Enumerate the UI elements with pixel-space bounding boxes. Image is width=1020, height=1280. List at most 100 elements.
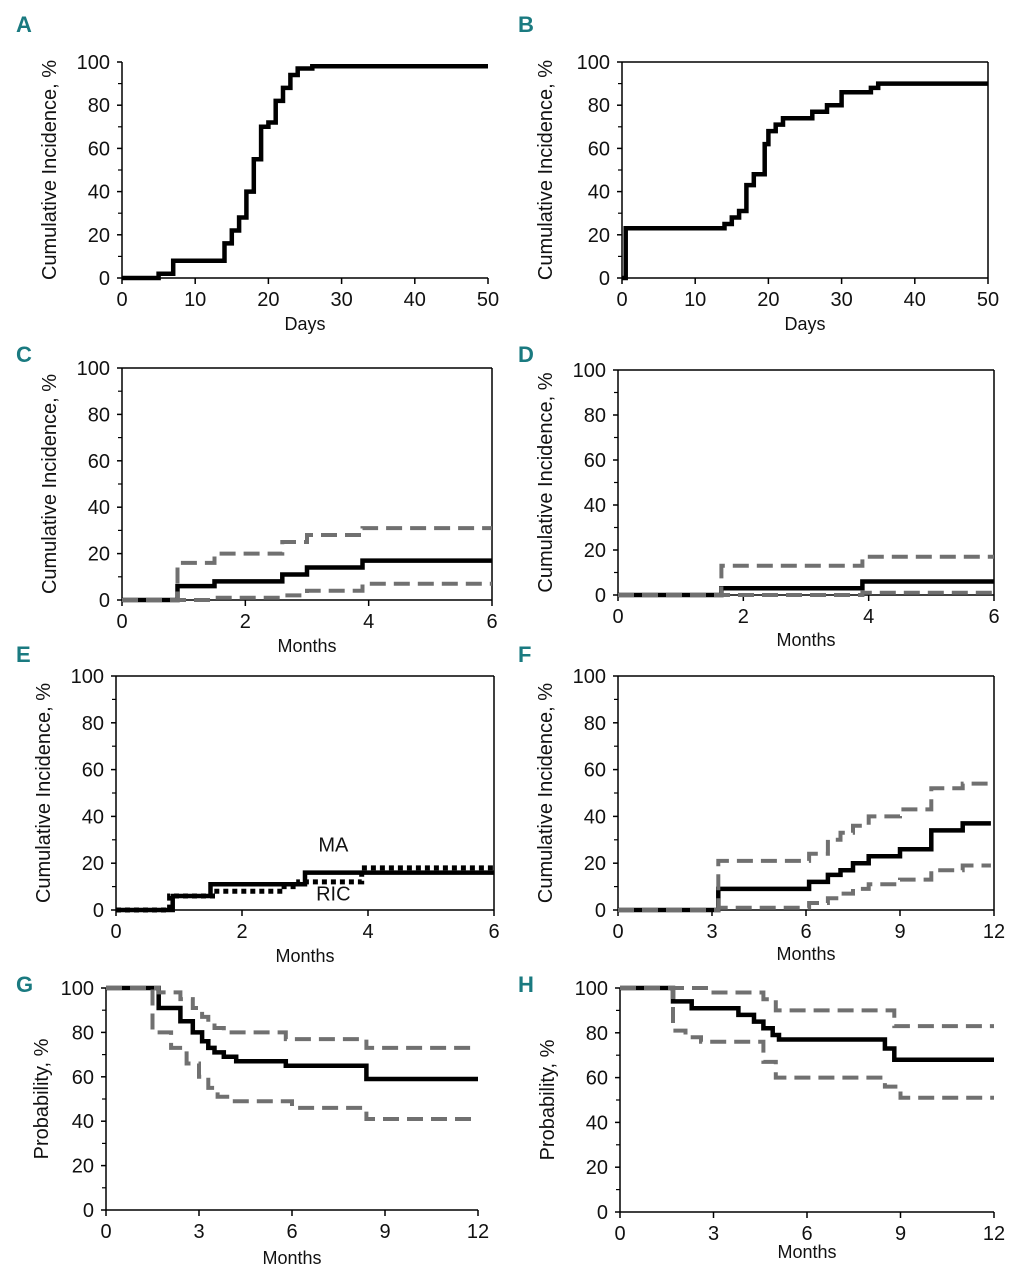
y-axis-label: Cumulative Incidence, % <box>535 372 557 592</box>
y-tick-label: 20 <box>588 225 610 247</box>
series-line-upper-95-ci <box>106 986 478 1050</box>
y-tick-label: 40 <box>588 182 610 204</box>
series-line-ric <box>116 865 494 913</box>
y-tick-label: 60 <box>72 1067 94 1089</box>
x-axis-label: Months <box>777 1242 836 1262</box>
y-tick-label: 40 <box>88 497 110 519</box>
x-tick-label: 12 <box>983 1223 1005 1245</box>
panel-letter: F <box>518 642 531 667</box>
y-tick-label: 20 <box>88 544 110 566</box>
y-tick-label: 0 <box>595 900 606 922</box>
panel-d: D 0 20 40 60 80 100 0 2 4 6 Months Cumulative Incide… <box>518 342 1000 650</box>
y-tick-label: 100 <box>71 666 104 688</box>
panel-letter: G <box>16 972 33 997</box>
y-tick-label: 100 <box>573 666 606 688</box>
y-tick-label: 20 <box>584 853 606 875</box>
series-line-cumulative-incidence <box>622 81 988 281</box>
x-tick-label: 0 <box>116 289 127 311</box>
x-tick-label: 9 <box>379 1221 390 1243</box>
y-axis-label: Probability, % <box>31 1038 53 1159</box>
y-tick-label: 80 <box>586 1023 608 1045</box>
y-tick-label: 60 <box>584 450 606 472</box>
panel-letter: E <box>16 642 31 667</box>
x-tick-label: 50 <box>477 289 499 311</box>
y-tick-label: 80 <box>588 95 610 117</box>
y-tick-label: 0 <box>99 590 110 612</box>
y-tick-label: 20 <box>586 1157 608 1179</box>
y-axis-label: Cumulative Incidence, % <box>39 60 61 280</box>
y-tick-label: 60 <box>586 1068 608 1090</box>
y-tick-label: 20 <box>88 225 110 247</box>
series-line-estimate <box>106 985 478 1082</box>
y-tick-label: 0 <box>99 268 110 290</box>
series-line-ma <box>116 870 494 913</box>
series-line-upper-95-ci <box>122 526 492 602</box>
x-tick-label: 3 <box>708 1223 719 1245</box>
series-line-lower-95-ci <box>620 986 994 1100</box>
y-axis-label: Probability, % <box>537 1039 559 1160</box>
y-axis-label: Cumulative Incidence, % <box>39 374 61 594</box>
panel-b: B 0 20 40 60 80 100 0 10 20 30 40 50 Days Cumulative I… <box>518 12 999 334</box>
panel-f: F 0 20 40 60 80 100 0 3 6 9 12 Months Cumulative Inci… <box>518 642 1005 964</box>
y-tick-label: 80 <box>72 1022 94 1044</box>
panel-letter: A <box>16 12 32 37</box>
panel-a: A 0 20 40 60 80 100 0 10 20 30 40 50 Days Cumulative I… <box>16 12 499 334</box>
panel-e: E 0 20 40 60 80 100 0 2 4 6 Months Cumulative Incide… <box>16 642 500 966</box>
annotation-ric: RIC <box>316 884 350 906</box>
series-line-lower-95-ci <box>618 590 994 597</box>
x-tick-label: 10 <box>184 289 206 311</box>
x-tick-label: 12 <box>467 1221 489 1243</box>
y-tick-label: 80 <box>82 713 104 735</box>
x-tick-label: 9 <box>895 1223 906 1245</box>
x-tick-label: 9 <box>894 921 905 943</box>
x-axis-label: Months <box>262 1248 321 1268</box>
x-tick-label: 0 <box>616 289 627 311</box>
x-axis-label: Days <box>784 314 825 334</box>
y-tick-label: 80 <box>88 404 110 426</box>
y-tick-label: 60 <box>88 451 110 473</box>
x-tick-label: 0 <box>612 921 623 943</box>
x-tick-label: 0 <box>110 921 121 943</box>
y-tick-label: 40 <box>584 495 606 517</box>
y-tick-label: 60 <box>588 138 610 160</box>
x-tick-label: 40 <box>404 289 426 311</box>
series-line-upper-95-ci <box>620 986 994 1029</box>
x-axis-label: Months <box>776 944 835 964</box>
x-tick-label: 6 <box>800 921 811 943</box>
y-axis-label: Cumulative Incidence, % <box>33 683 55 903</box>
y-tick-label: 40 <box>72 1111 94 1133</box>
series-line-estimate <box>618 821 991 913</box>
y-tick-label: 100 <box>61 978 94 1000</box>
y-tick-label: 80 <box>88 95 110 117</box>
y-tick-label: 40 <box>88 182 110 204</box>
x-tick-label: 4 <box>863 606 874 628</box>
x-tick-label: 0 <box>614 1223 625 1245</box>
y-axis-label: Cumulative Incidence, % <box>535 60 557 280</box>
y-tick-label: 0 <box>83 1200 94 1222</box>
x-tick-label: 20 <box>757 289 779 311</box>
y-tick-label: 60 <box>82 760 104 782</box>
y-tick-label: 0 <box>595 585 606 607</box>
x-tick-label: 4 <box>363 611 374 633</box>
y-tick-label: 0 <box>93 900 104 922</box>
x-tick-label: 30 <box>830 289 852 311</box>
series-line-estimate <box>620 985 994 1062</box>
y-tick-label: 100 <box>577 52 610 74</box>
x-axis-label: Months <box>776 630 835 650</box>
x-tick-label: 30 <box>330 289 352 311</box>
y-tick-label: 100 <box>573 360 606 382</box>
series-line-cumulative-incidence <box>122 64 488 281</box>
x-axis-label: Months <box>275 946 334 966</box>
panel-letter: C <box>16 342 32 367</box>
x-tick-label: 0 <box>100 1221 111 1243</box>
x-tick-label: 12 <box>983 921 1005 943</box>
x-tick-label: 6 <box>488 921 499 943</box>
x-tick-label: 6 <box>988 606 999 628</box>
x-tick-label: 6 <box>486 611 497 633</box>
x-tick-label: 6 <box>286 1221 297 1243</box>
y-tick-label: 20 <box>72 1156 94 1178</box>
series-line-lower-95-ci <box>122 581 492 602</box>
y-axis-label: Cumulative Incidence, % <box>535 683 557 903</box>
x-tick-label: 2 <box>236 921 247 943</box>
